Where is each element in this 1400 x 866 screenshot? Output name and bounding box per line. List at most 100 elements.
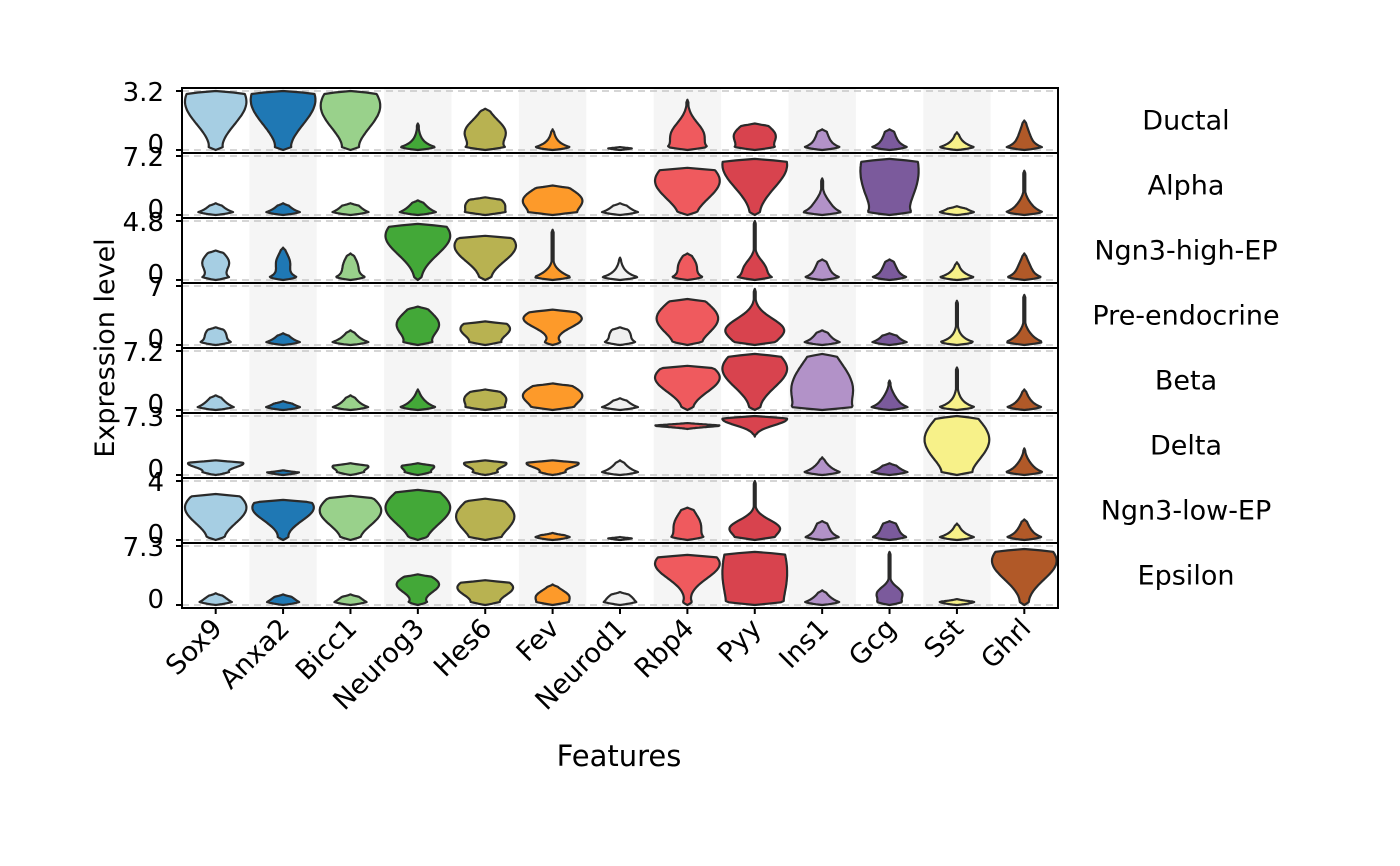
violin-hes6-ductal (463, 107, 507, 152)
violin-fev-ductal (534, 128, 571, 152)
violin-neurod1-ductal (607, 146, 633, 152)
violin-ins1-ngn3-low-ep (804, 520, 840, 542)
violin-sst-alpha (938, 205, 975, 217)
violin-bicc1-ngn3-high-ep (335, 252, 366, 282)
violin-ins1-alpha (802, 177, 842, 217)
violin-sst-delta (923, 414, 991, 477)
violin-sox9-ngn3-high-ep (201, 249, 231, 282)
feature-label-ins1: Ins1 (773, 613, 835, 675)
panel-epsilon: 7.3 0 Epsilon (123, 533, 1235, 615)
violin-anxa2-ductal (249, 89, 317, 152)
violin-gcg-ductal (871, 128, 908, 152)
y-tick-max-label: 7.2 (123, 143, 164, 173)
violin-sox9-alpha (197, 202, 235, 217)
violin-pyy-pre-endocrine (724, 287, 786, 347)
violin-fev-pre-endocrine (522, 308, 583, 347)
violin-fev-delta (525, 459, 580, 477)
y-tick-max-label: 4.8 (123, 208, 164, 238)
violin-pyy-beta (721, 352, 789, 412)
violin-pyy-ngn3-low-ep (728, 479, 782, 542)
violin-hes6-delta (462, 459, 508, 477)
panel-pre-endocrine: 7 0 Pre-endocrine (147, 273, 1279, 355)
cluster-label: Alpha (1148, 171, 1225, 202)
violin-ghrl-pre-endocrine (1006, 293, 1043, 347)
violin-pyy-delta (721, 414, 789, 438)
violin-neurog3-beta (399, 388, 437, 412)
violin-hes6-ngn3-high-ep (453, 234, 518, 282)
violin-bicc1-beta (331, 394, 370, 412)
violin-neurod1-ngn3-high-ep (601, 256, 639, 282)
cluster-label: Epsilon (1138, 561, 1235, 592)
panel-ngn3-high-ep: 4.8 0 Ngn3-high-EP (123, 208, 1278, 290)
feature-label-rbp4: Rbp4 (629, 613, 701, 685)
violin-sox9-ngn3-low-ep (183, 492, 248, 542)
violin-sox9-beta (196, 394, 235, 412)
violin-neurod1-alpha (600, 202, 640, 217)
violin-neurog3-epsilon (395, 573, 441, 607)
y-tick-zero-label: 0 (147, 195, 164, 225)
violin-gcg-beta (870, 379, 909, 412)
violin-rbp4-ngn3-high-ep (671, 252, 704, 282)
y-axis-label: Expression level (90, 238, 121, 457)
violin-ghrl-epsilon (990, 547, 1058, 607)
cluster-label: Pre-endocrine (1092, 301, 1279, 332)
violin-neurod1-pre-endocrine (603, 326, 637, 347)
panel-ngn3-low-ep: 4 0 Ngn3-low-EP (147, 468, 1271, 550)
violin-anxa2-beta (265, 400, 302, 412)
violin-anxa2-ngn3-low-ep (251, 498, 315, 542)
violin-bicc1-ductal (319, 89, 382, 152)
violin-ghrl-beta (1006, 388, 1043, 412)
y-tick-max-label: 4 (147, 468, 164, 498)
violin-neurog3-delta (400, 462, 436, 477)
y-tick-zero-label: 0 (147, 585, 164, 615)
violin-ins1-delta (803, 456, 841, 477)
violin-rbp4-delta (654, 422, 721, 431)
violin-hes6-beta (463, 388, 508, 412)
violin-rbp4-beta (653, 364, 721, 412)
y-tick-max-label: 7.3 (123, 403, 164, 433)
feature-label-fev: Fev (511, 613, 566, 668)
cluster-label: Ngn3-low-EP (1101, 496, 1272, 527)
violin-sst-ductal (939, 131, 975, 152)
violin-ghrl-ductal (1005, 119, 1043, 152)
violin-ghrl-ngn3-low-ep (1006, 518, 1043, 542)
violin-hes6-ngn3-low-ep (455, 497, 516, 542)
violin-bicc1-pre-endocrine (331, 329, 370, 347)
y-tick-zero-label: 0 (147, 390, 164, 420)
violin-neurog3-pre-endocrine (395, 305, 441, 347)
violin-neurog3-alpha (398, 199, 437, 217)
violin-neurod1-delta (600, 459, 640, 477)
cluster-label: Delta (1150, 431, 1222, 462)
x-axis-label: Features (557, 739, 682, 773)
violin-neurod1-ngn3-low-ep (607, 535, 633, 542)
violin-anxa2-ngn3-high-ep (268, 246, 298, 282)
violin-bicc1-delta (331, 462, 370, 477)
violin-gcg-pre-endocrine (871, 332, 908, 347)
violin-sst-beta (938, 366, 975, 412)
violin-sox9-ductal (183, 89, 248, 152)
violin-pyy-alpha (721, 157, 789, 217)
violin-gcg-alpha (859, 157, 920, 217)
violin-hes6-alpha (463, 196, 507, 217)
violin-ghrl-alpha (1005, 169, 1043, 217)
y-tick-max-label: 7 (147, 273, 164, 303)
violin-rbp4-pre-endocrine (655, 297, 720, 347)
violin-ins1-beta (790, 352, 855, 412)
violin-sox9-pre-endocrine (199, 326, 232, 347)
y-tick-zero-label: 0 (147, 325, 164, 355)
violin-bicc1-alpha (331, 202, 370, 217)
violin-anxa2-delta (266, 469, 301, 477)
violin-ins1-epsilon (804, 589, 841, 607)
cluster-label: Ngn3-high-EP (1094, 236, 1277, 267)
violin-gcg-ngn3-high-ep (871, 258, 908, 282)
violin-sst-epsilon (938, 598, 976, 607)
violin-anxa2-pre-endocrine (265, 332, 301, 347)
violin-gcg-ngn3-low-ep (871, 520, 908, 542)
y-tick-zero-label: 0 (147, 260, 164, 290)
violin-rbp4-alpha (653, 166, 721, 217)
cluster-label: Ductal (1142, 106, 1229, 137)
violin-hes6-epsilon (456, 579, 515, 607)
feature-label-ghrl: Ghrl (975, 613, 1037, 675)
